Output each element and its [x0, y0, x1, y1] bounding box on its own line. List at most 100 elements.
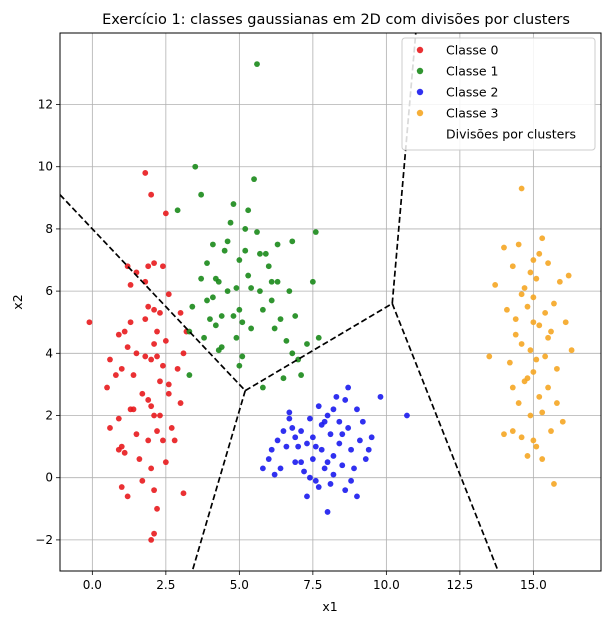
point-classe-0 — [165, 390, 172, 397]
point-classe-1 — [236, 306, 243, 313]
point-classe-0 — [165, 381, 172, 388]
point-classe-3 — [533, 275, 540, 282]
point-classe-0 — [157, 378, 163, 385]
point-classe-0 — [142, 353, 149, 360]
point-classe-2 — [351, 465, 357, 472]
point-classe-2 — [365, 446, 372, 453]
point-classe-2 — [318, 446, 325, 453]
point-classe-0 — [118, 365, 125, 372]
y-tick-label: 10 — [38, 160, 53, 174]
chart-title: Exercício 1: classes gaussianas em 2D co… — [102, 12, 570, 28]
point-classe-0 — [151, 412, 157, 419]
point-classe-1 — [309, 278, 316, 285]
point-classe-1 — [257, 250, 263, 257]
point-classe-2 — [377, 393, 384, 400]
point-classe-2 — [324, 412, 331, 419]
x-tick-label: 2.5 — [156, 578, 175, 592]
point-classe-3 — [556, 278, 563, 285]
point-classe-2 — [348, 446, 354, 453]
legend-label: Divisões por clusters — [446, 127, 576, 142]
point-classe-1 — [239, 353, 246, 360]
point-classe-2 — [268, 446, 275, 453]
point-classe-1 — [245, 272, 252, 279]
point-classe-3 — [509, 428, 516, 434]
point-classe-1 — [239, 319, 246, 326]
point-classe-0 — [148, 191, 155, 198]
point-classe-0 — [160, 263, 166, 270]
x-tick-label: 15.0 — [520, 578, 547, 592]
point-classe-2 — [354, 406, 360, 413]
point-classe-2 — [327, 431, 334, 438]
point-classe-3 — [530, 369, 537, 375]
point-classe-0 — [139, 477, 146, 484]
point-classe-3 — [533, 356, 540, 363]
legend-label: Classe 0 — [446, 43, 499, 58]
point-classe-1 — [274, 241, 281, 248]
point-classe-2 — [342, 487, 349, 494]
point-classe-3 — [548, 328, 554, 335]
point-classe-0 — [86, 319, 93, 326]
point-classe-0 — [157, 412, 163, 419]
legend-box — [401, 37, 596, 151]
legend: Classe 0 Classe 1 Classe 2 Classe 3 Divisões… — [401, 37, 596, 151]
point-classe-0 — [157, 309, 163, 316]
cluster-division-line — [191, 390, 247, 571]
y-tick-label: −2 — [35, 533, 53, 547]
legend-marker — [416, 67, 424, 75]
point-classe-1 — [254, 61, 260, 67]
point-classe-0 — [151, 530, 157, 537]
point-classe-1 — [215, 347, 222, 354]
point-classe-2 — [265, 456, 272, 462]
point-classe-2 — [327, 481, 334, 487]
point-classe-0 — [180, 350, 187, 357]
point-classe-3 — [518, 291, 525, 298]
point-classe-2 — [304, 440, 310, 447]
legend-label: Classe 3 — [446, 106, 499, 121]
point-classe-2 — [274, 437, 281, 444]
point-classe-3 — [515, 400, 522, 406]
point-classe-3 — [539, 235, 546, 242]
point-classe-2 — [309, 456, 316, 462]
point-classe-3 — [524, 303, 531, 310]
point-classe-1 — [204, 297, 210, 304]
point-classe-2 — [315, 403, 322, 410]
point-classe-2 — [345, 384, 352, 391]
x-axis-ticks: 0.0 2.5 5.0 7.5 10.0 12.5 15.0 — [83, 571, 547, 592]
point-classe-0 — [130, 372, 137, 378]
point-classe-1 — [186, 372, 193, 378]
point-classe-0 — [154, 505, 160, 512]
point-classe-3 — [562, 319, 569, 326]
point-classe-0 — [177, 400, 184, 406]
y-tick-label: 0 — [45, 471, 53, 485]
point-classe-1 — [286, 288, 293, 295]
point-classe-2 — [315, 484, 322, 490]
point-classe-2 — [339, 462, 346, 469]
point-classe-1 — [259, 306, 266, 313]
point-classe-0 — [145, 437, 152, 444]
point-classe-0 — [112, 372, 119, 378]
point-classe-3 — [551, 481, 557, 487]
point-classe-0 — [180, 490, 187, 497]
point-classe-0 — [154, 328, 160, 335]
point-classe-1 — [174, 207, 181, 214]
point-classe-1 — [212, 322, 219, 329]
point-classe-0 — [154, 353, 160, 360]
point-classe-3 — [518, 434, 525, 441]
point-classe-3 — [553, 400, 560, 406]
point-classe-1 — [271, 325, 278, 332]
point-classe-3 — [501, 431, 507, 438]
point-classe-3 — [524, 453, 531, 459]
point-classe-2 — [292, 459, 299, 466]
point-classe-3 — [518, 185, 525, 192]
point-classe-0 — [104, 384, 110, 391]
point-classe-3 — [492, 281, 499, 288]
x-axis-label: x1 — [322, 599, 337, 614]
point-classe-2 — [292, 434, 299, 441]
point-classe-1 — [265, 263, 272, 270]
point-classe-1 — [298, 372, 304, 378]
point-classe-2 — [298, 459, 304, 466]
point-classe-0 — [165, 291, 172, 298]
x-tick-label: 0.0 — [83, 578, 102, 592]
point-classe-0 — [148, 356, 155, 363]
